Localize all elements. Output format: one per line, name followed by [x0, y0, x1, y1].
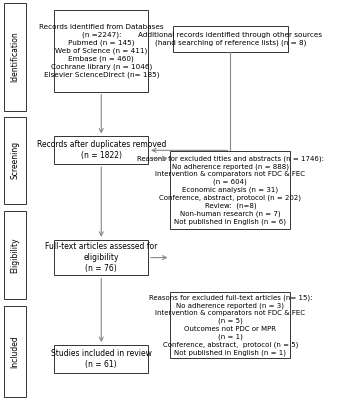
Text: Included: Included — [11, 335, 20, 368]
Text: Studies included in review
(n = 61): Studies included in review (n = 61) — [51, 349, 152, 369]
Bar — [171, 292, 290, 358]
Text: Records after duplicates removed
(n = 1822): Records after duplicates removed (n = 18… — [37, 140, 166, 160]
Text: Additional records identified through other sources
(hand searching of reference: Additional records identified through ot… — [138, 32, 323, 46]
Text: Screening: Screening — [11, 141, 20, 179]
Bar — [54, 10, 148, 92]
Text: Identification: Identification — [11, 32, 20, 82]
Bar — [4, 306, 26, 397]
Text: Reasons for excluded titles and abstracts (n = 1746):
No adherence reported (n =: Reasons for excluded titles and abstract… — [137, 155, 324, 225]
Bar — [4, 3, 26, 111]
Bar — [54, 136, 148, 164]
Bar — [54, 240, 148, 276]
Bar — [54, 345, 148, 373]
Bar — [4, 116, 26, 204]
Bar — [173, 26, 288, 52]
Bar — [171, 151, 290, 229]
Text: Eligibility: Eligibility — [11, 237, 20, 273]
Text: Reasons for excluded full-text articles (n= 15):
No adherence reported (n = 3)
I: Reasons for excluded full-text articles … — [149, 294, 312, 356]
Bar — [4, 211, 26, 299]
Text: Full-text articles assessed for
eligibility
(n = 76): Full-text articles assessed for eligibil… — [45, 242, 157, 273]
Text: Records identified from Databases
(n =2247):
Pubmed (n = 145)
Web of Science (n : Records identified from Databases (n =22… — [39, 24, 163, 78]
